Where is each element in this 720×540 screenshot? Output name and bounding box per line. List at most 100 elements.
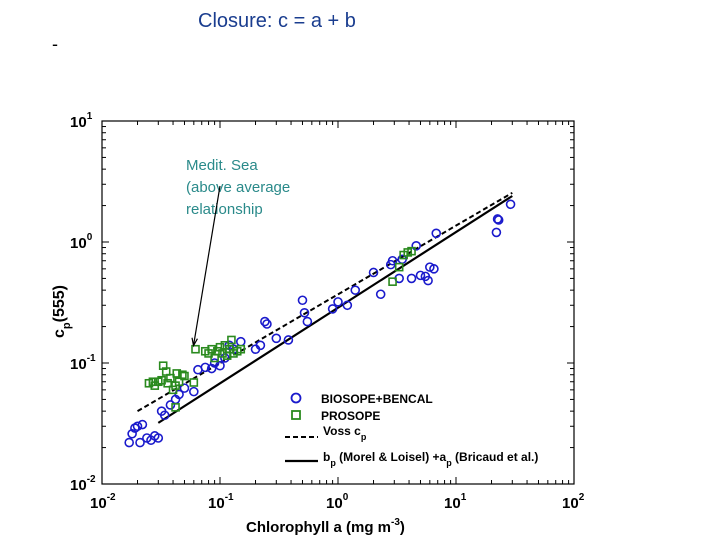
x-tick-label: 10-1 [208, 492, 234, 512]
tick-base: 10 [562, 495, 579, 512]
axis-labels: Chlorophyll a (mg m-3)cp(555) [51, 285, 405, 536]
data-point-circle [206, 363, 217, 374]
data-point-circle [368, 267, 379, 278]
data-point-square [178, 370, 187, 380]
annotation-line: (above average [186, 179, 290, 196]
data-point-circle [431, 228, 442, 239]
data-point-square [215, 342, 225, 352]
tick-exponent: 0 [343, 492, 349, 503]
legend-text: (Morel & Loisel) +a [336, 450, 447, 464]
legend-subscript: p [361, 432, 367, 442]
tick-exponent: -1 [225, 492, 234, 503]
legend-subscript: p [330, 458, 336, 468]
legend-text: Voss c [323, 424, 361, 438]
data-point-circle [127, 428, 137, 439]
legend-subscript: p [446, 458, 452, 468]
data-point-circle [406, 273, 417, 284]
data-point-circle [174, 389, 184, 400]
data-point-circle [491, 227, 502, 238]
legend-text: b [323, 450, 330, 464]
data-point-circle [493, 215, 504, 225]
x-tick-label: 101 [444, 492, 467, 512]
annotation-arrow-head [191, 337, 198, 348]
legend-marker-biosope [290, 392, 302, 404]
tick-base: 10 [326, 495, 343, 512]
data-point-circle [165, 400, 176, 410]
data-point-circle [189, 386, 199, 397]
bp-ap-line [157, 195, 513, 424]
data-point-circle [350, 285, 361, 295]
axis-ticks [101, 121, 574, 485]
data-point-circle [423, 275, 433, 286]
data-point-circle [260, 316, 270, 327]
data-point-square [166, 373, 175, 383]
axis-label-text: Chlorophyll a (mg m [246, 519, 391, 536]
data-point-circle [132, 421, 143, 432]
tick-exponent: 2 [579, 492, 585, 503]
data-point-circle [299, 307, 310, 318]
data-point-square [227, 335, 236, 345]
data-point-circle [220, 353, 230, 363]
data-point-circle [297, 295, 308, 306]
y-axis-label: cp(555) [51, 285, 73, 338]
fit-lines [137, 191, 513, 424]
tick-base: 10 [70, 356, 87, 373]
tick-exponent: -2 [107, 492, 116, 503]
tick-base: 10 [90, 495, 107, 512]
tick-base: 10 [70, 235, 87, 252]
data-point-circle [215, 360, 225, 371]
tick-exponent: 1 [87, 111, 93, 122]
data-point-circle [137, 419, 148, 430]
dash-mark: - [52, 34, 58, 54]
slide-title: Closure: c = a + b [198, 10, 356, 32]
legend-marker-prosope [291, 410, 301, 420]
data-point-square [189, 378, 199, 387]
tick-base: 10 [70, 114, 87, 131]
data-point-square [191, 344, 200, 354]
tick-base: 10 [444, 495, 461, 512]
y-tick-label: 100 [70, 232, 93, 252]
data-point-circle [387, 255, 398, 266]
axis-label-sup: -3 [391, 517, 400, 528]
data-point-square [407, 246, 416, 256]
data-point-circle [375, 289, 386, 300]
x-tick-label: 100 [326, 492, 349, 512]
annotation-arrow-shaft [192, 185, 221, 346]
data-point-circle [492, 214, 503, 224]
tick-base: 10 [70, 477, 87, 494]
tick-exponent: 0 [87, 232, 93, 243]
legend-text: (Bricaud et al.) [452, 450, 539, 464]
annotation-line: Medit. Sea [186, 157, 258, 174]
voss-line [137, 191, 513, 413]
data-point-circle [429, 264, 439, 274]
x-tick-label: 10-2 [90, 492, 116, 512]
y-tick-label: 10-1 [70, 353, 96, 373]
x-tick-label: 102 [562, 492, 585, 512]
tick-exponent: 1 [461, 492, 467, 503]
axis-label-text: c [51, 329, 68, 338]
data-point-circle [135, 437, 145, 448]
data-point-circle [209, 358, 220, 368]
legend-label-biosope: BIOSOPE+BENCAL [321, 392, 433, 406]
legend-label-voss: Voss cp [323, 424, 367, 442]
y-tick-label: 101 [70, 111, 93, 131]
annotation-line: relationship [186, 201, 263, 218]
tick-base: 10 [208, 495, 225, 512]
data-point-circle [179, 383, 190, 393]
tick-exponent: -2 [87, 474, 96, 485]
data-point-square [388, 277, 397, 286]
y-tick-label: 10-2 [70, 474, 96, 494]
data-point-circle [262, 319, 272, 329]
axis-label-sub: p [61, 322, 73, 329]
data-point-circle [327, 304, 338, 314]
axis-label-text: (555) [51, 285, 68, 322]
data-point-square [394, 262, 404, 272]
data-point-circle [505, 199, 516, 210]
axis-label-text: ) [400, 519, 405, 536]
legend-label-bp: bp (Morel & Loisel) +ap (Bricaud et al.) [323, 450, 538, 468]
tick-exponent: -1 [87, 353, 96, 364]
data-point-circle [159, 410, 170, 421]
data-point-circle [342, 300, 353, 311]
